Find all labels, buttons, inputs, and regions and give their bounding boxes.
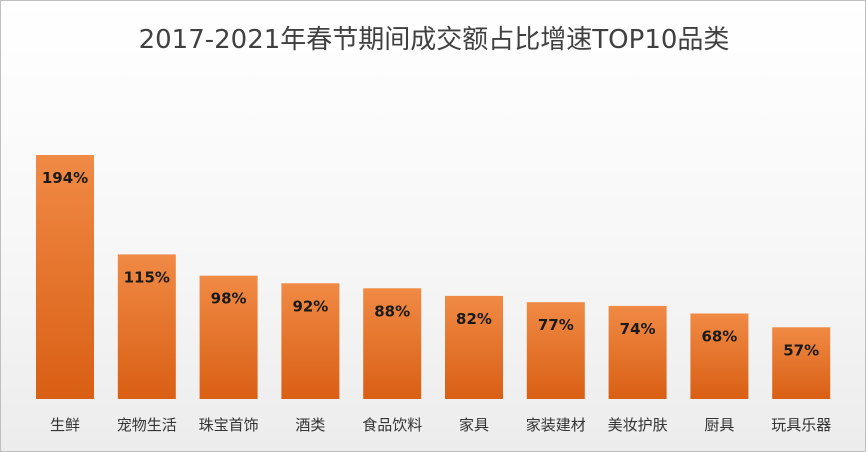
category-label-3: 酒类 (295, 416, 325, 434)
category-label-9: 玩具乐器 (771, 416, 831, 434)
bar-0 (36, 155, 94, 399)
category-label-2: 珠宝首饰 (199, 416, 259, 434)
bar-4 (363, 288, 422, 399)
data-label-8: 68% (701, 328, 737, 346)
data-label-5: 82% (456, 310, 492, 328)
bar-8 (690, 313, 749, 399)
bar-6 (526, 302, 585, 399)
data-label-3: 92% (292, 297, 328, 315)
bar-1 (117, 254, 176, 399)
data-label-1: 115% (124, 268, 170, 286)
chart-title: 2017-2021年春节期间成交额占比增速TOP10品类 (138, 25, 730, 55)
category-label-5: 家具 (459, 416, 489, 434)
data-label-2: 98% (211, 290, 247, 308)
category-label-8: 厨具 (704, 416, 734, 434)
data-label-0: 194% (42, 169, 88, 187)
data-label-6: 77% (538, 316, 574, 334)
category-label-7: 美妆护肤 (608, 416, 668, 434)
bar-7 (608, 305, 667, 399)
data-label-9: 57% (783, 341, 819, 359)
category-label-0: 生鲜 (50, 416, 80, 434)
bar-9 (772, 327, 831, 399)
category-label-6: 家装建材 (526, 416, 586, 434)
category-label-1: 宠物生活 (117, 416, 177, 434)
data-label-4: 88% (374, 302, 410, 320)
bar-5 (445, 295, 503, 399)
data-label-7: 74% (620, 320, 656, 338)
bar-3 (281, 283, 340, 399)
category-label-4: 食品饮料 (362, 416, 422, 434)
bar-2 (199, 275, 258, 399)
